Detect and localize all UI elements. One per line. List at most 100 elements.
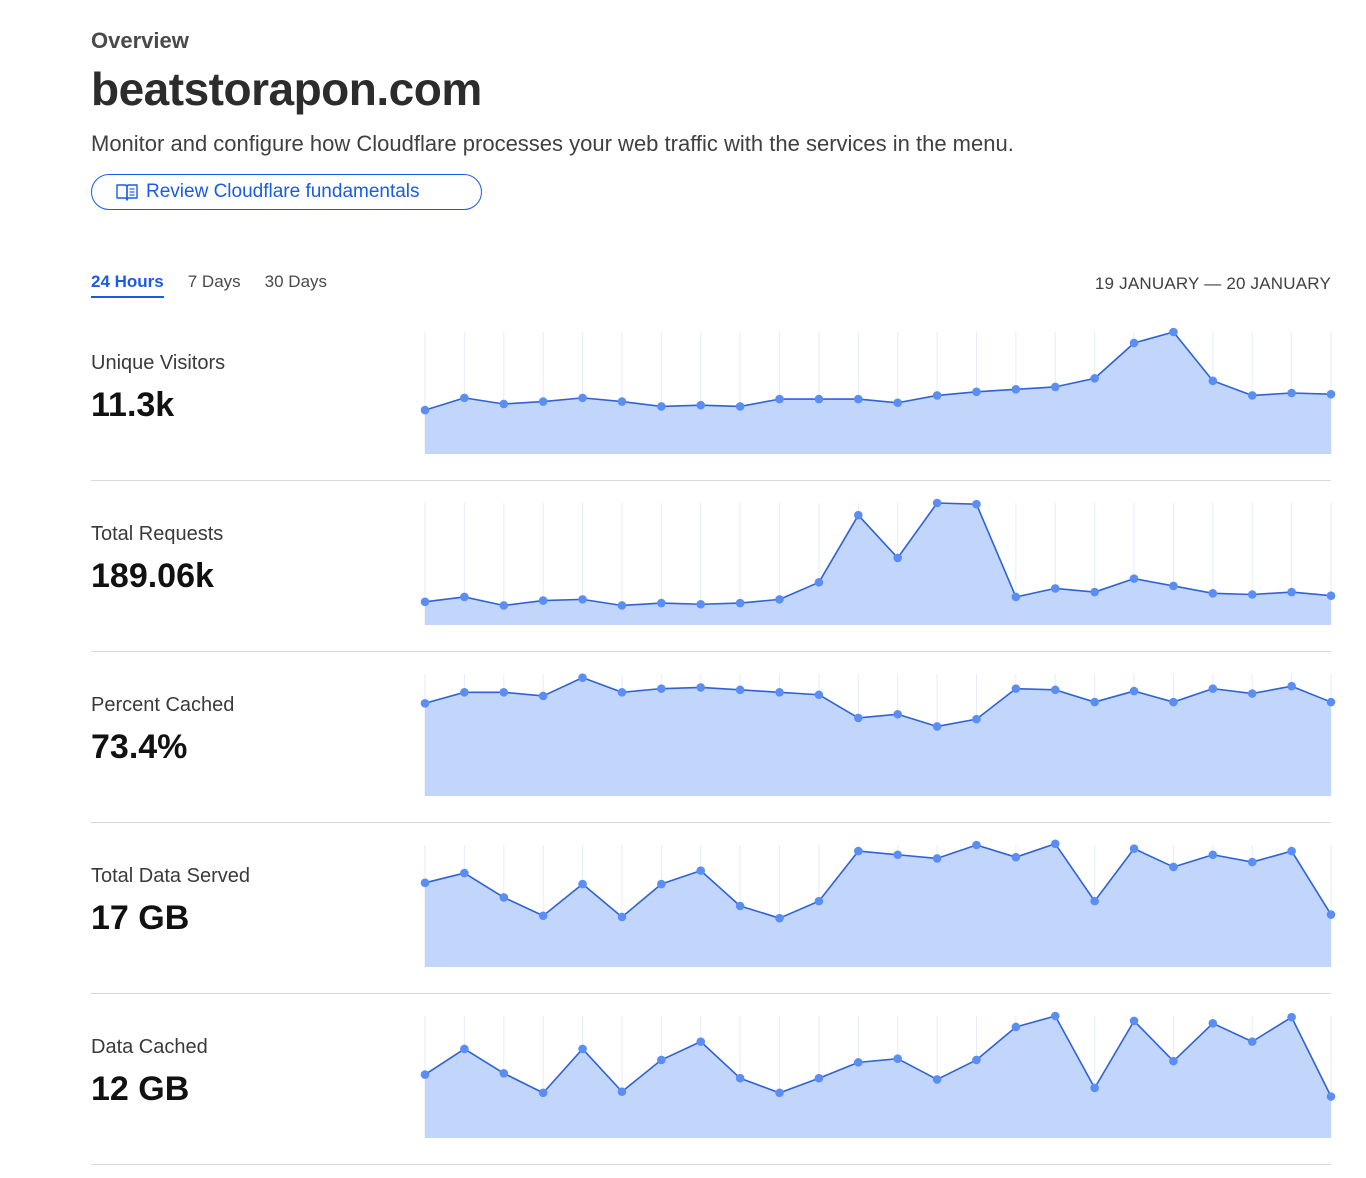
data-point[interactable]: [1011, 684, 1021, 693]
data-point[interactable]: [932, 722, 942, 731]
data-point[interactable]: [1326, 910, 1336, 919]
tab-7-days[interactable]: 7 Days: [187, 272, 241, 291]
data-point[interactable]: [1169, 1056, 1178, 1066]
total-requests-sparkline[interactable]: [420, 481, 1336, 651]
data-point[interactable]: [775, 913, 784, 923]
data-point[interactable]: [735, 598, 745, 608]
data-point[interactable]: [538, 397, 548, 406]
data-point[interactable]: [657, 402, 666, 411]
data-point[interactable]: [893, 553, 902, 563]
data-point[interactable]: [1169, 697, 1178, 707]
data-point[interactable]: [617, 912, 627, 922]
data-point[interactable]: [657, 598, 666, 608]
data-point[interactable]: [972, 840, 981, 850]
data-point[interactable]: [972, 1055, 981, 1065]
data-point[interactable]: [854, 1058, 863, 1067]
data-point[interactable]: [617, 397, 627, 406]
data-point[interactable]: [814, 896, 824, 906]
data-point[interactable]: [538, 1088, 548, 1098]
data-point[interactable]: [499, 1069, 509, 1078]
data-point[interactable]: [696, 1037, 706, 1046]
data-point[interactable]: [538, 691, 548, 701]
review-fundamentals-button[interactable]: Review Cloudflare fundamentals: [91, 174, 482, 210]
data-point[interactable]: [735, 685, 745, 695]
data-point[interactable]: [420, 405, 430, 415]
data-point[interactable]: [1169, 327, 1178, 337]
data-point[interactable]: [1208, 1019, 1218, 1028]
data-point[interactable]: [1090, 697, 1099, 707]
data-point[interactable]: [1247, 590, 1257, 599]
data-point[interactable]: [972, 714, 981, 724]
data-point[interactable]: [499, 601, 509, 610]
unique-visitors-sparkline[interactable]: [420, 310, 1336, 480]
data-point[interactable]: [1169, 581, 1178, 591]
data-point[interactable]: [460, 393, 469, 403]
data-point[interactable]: [854, 394, 863, 404]
data-point[interactable]: [617, 688, 627, 697]
data-point[interactable]: [775, 394, 784, 404]
data-point[interactable]: [657, 1055, 666, 1065]
data-point[interactable]: [578, 393, 587, 403]
data-point[interactable]: [578, 1044, 587, 1054]
data-point[interactable]: [1011, 1022, 1021, 1032]
data-point[interactable]: [578, 595, 587, 604]
data-cached-sparkline[interactable]: [420, 994, 1336, 1164]
tab-24-hours[interactable]: 24 Hours: [91, 272, 164, 298]
data-point[interactable]: [1326, 389, 1336, 399]
data-point[interactable]: [1129, 574, 1139, 583]
data-point[interactable]: [460, 1044, 469, 1054]
tab-30-days[interactable]: 30 Days: [264, 272, 328, 291]
data-point[interactable]: [1090, 896, 1099, 906]
data-point[interactable]: [1208, 588, 1218, 598]
data-point[interactable]: [1287, 388, 1296, 398]
data-point[interactable]: [657, 684, 666, 693]
data-point[interactable]: [932, 391, 942, 400]
data-point[interactable]: [893, 398, 902, 408]
data-point[interactable]: [1129, 686, 1139, 696]
data-point[interactable]: [499, 688, 509, 697]
data-point[interactable]: [657, 879, 666, 889]
data-point[interactable]: [932, 498, 942, 508]
data-point[interactable]: [1011, 592, 1021, 602]
data-point[interactable]: [1129, 844, 1139, 853]
data-point[interactable]: [499, 893, 509, 902]
data-point[interactable]: [617, 601, 627, 610]
data-point[interactable]: [814, 394, 824, 404]
data-point[interactable]: [814, 578, 824, 587]
data-point[interactable]: [972, 387, 981, 397]
data-point[interactable]: [775, 595, 784, 604]
data-point[interactable]: [1287, 1012, 1296, 1022]
data-point[interactable]: [460, 592, 469, 602]
data-point[interactable]: [1050, 685, 1060, 695]
data-point[interactable]: [617, 1087, 627, 1096]
data-point[interactable]: [1129, 338, 1139, 348]
data-point[interactable]: [814, 1073, 824, 1083]
data-point[interactable]: [499, 399, 509, 409]
data-point[interactable]: [735, 901, 745, 911]
data-point[interactable]: [854, 713, 863, 723]
data-point[interactable]: [1326, 591, 1336, 601]
data-point[interactable]: [1326, 1092, 1336, 1101]
data-point[interactable]: [696, 400, 706, 410]
data-point[interactable]: [1247, 857, 1257, 867]
data-point[interactable]: [696, 683, 706, 692]
data-point[interactable]: [893, 850, 902, 860]
data-point[interactable]: [775, 1088, 784, 1098]
data-point[interactable]: [1247, 391, 1257, 400]
data-point[interactable]: [1050, 1011, 1060, 1021]
data-point[interactable]: [696, 866, 706, 875]
data-point[interactable]: [1050, 839, 1060, 849]
data-point[interactable]: [420, 1070, 430, 1079]
data-point[interactable]: [538, 911, 548, 921]
data-point[interactable]: [1247, 1037, 1257, 1046]
percent-cached-sparkline[interactable]: [420, 652, 1336, 822]
data-point[interactable]: [538, 596, 548, 605]
data-point[interactable]: [1050, 382, 1060, 392]
data-point[interactable]: [420, 597, 430, 607]
data-point[interactable]: [735, 1073, 745, 1083]
data-point[interactable]: [1090, 1083, 1099, 1093]
data-point[interactable]: [1208, 850, 1218, 860]
data-point[interactable]: [1011, 852, 1021, 862]
total-data-served-sparkline[interactable]: [420, 823, 1336, 993]
data-point[interactable]: [578, 879, 587, 889]
